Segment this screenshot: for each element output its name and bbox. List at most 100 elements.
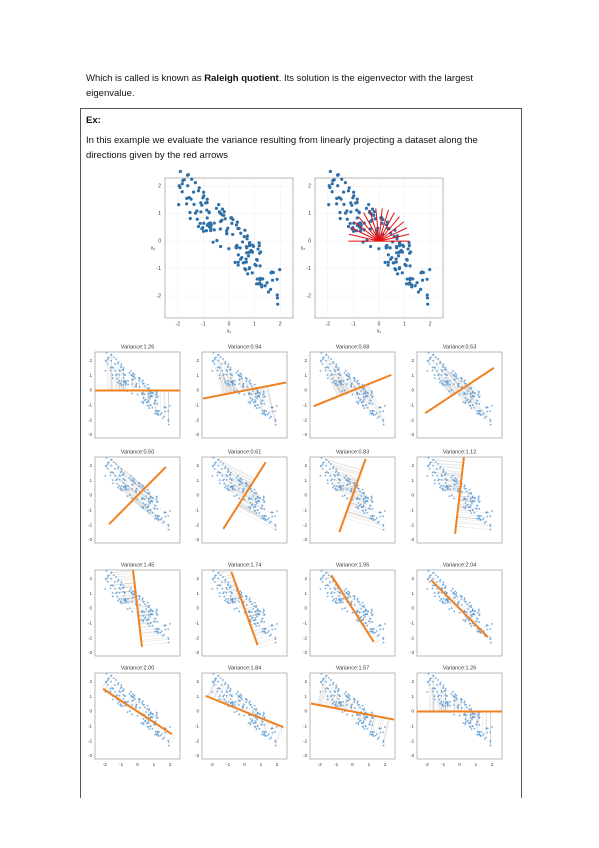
- point: [396, 254, 401, 258]
- point: [433, 374, 436, 376]
- point: [120, 597, 123, 600]
- point: [440, 701, 443, 703]
- point: [432, 674, 435, 677]
- point: [453, 383, 455, 385]
- point: [234, 246, 238, 250]
- x-tick-label: 0: [378, 321, 381, 327]
- y-axis-label: x₂: [301, 245, 306, 251]
- projection-line: [366, 384, 384, 420]
- projection-line: [244, 702, 250, 712]
- panel-title: Variance:1.84: [228, 665, 262, 671]
- point: [346, 610, 349, 613]
- point: [230, 479, 233, 482]
- point: [428, 683, 431, 686]
- projection-line: [111, 570, 134, 574]
- point: [325, 577, 328, 580]
- y-tick-label: -2: [410, 738, 414, 743]
- point: [485, 511, 488, 514]
- projection-line: [347, 509, 371, 517]
- point: [361, 704, 364, 707]
- y-tick-label: -1: [195, 403, 199, 408]
- y-tick-label: -1: [303, 621, 307, 626]
- point: [147, 505, 150, 508]
- point: [233, 260, 237, 264]
- x-tick-label: 1: [253, 321, 256, 327]
- point: [382, 638, 385, 641]
- point: [252, 722, 255, 725]
- point: [442, 489, 445, 492]
- projection-line: [109, 682, 119, 694]
- projection-line: [245, 494, 259, 502]
- y-tick-label: -2: [195, 522, 199, 527]
- projection-line: [122, 489, 135, 500]
- point: [148, 709, 150, 712]
- point: [258, 281, 262, 285]
- projection-line: [244, 495, 256, 502]
- point: [419, 287, 423, 291]
- point: [268, 635, 271, 637]
- point: [223, 595, 226, 598]
- point: [158, 731, 160, 733]
- y-tick-label: -3: [303, 650, 307, 655]
- point: [217, 458, 220, 461]
- point: [157, 518, 160, 521]
- projection-line: [331, 479, 356, 487]
- point: [239, 696, 242, 699]
- projection-line: [257, 387, 264, 414]
- y-tick-label: -2: [303, 522, 307, 527]
- panel-title: Variance:0.61: [228, 449, 262, 455]
- point: [328, 468, 331, 470]
- projection-line: [225, 361, 233, 393]
- projection-line: [262, 720, 269, 733]
- point: [270, 415, 272, 418]
- y-tick-label: -2: [303, 417, 307, 422]
- point: [361, 488, 364, 491]
- point: [428, 268, 432, 272]
- point: [489, 525, 492, 528]
- point: [429, 356, 431, 359]
- point: [355, 506, 358, 508]
- projection-line: [267, 386, 276, 422]
- projection-line: [325, 696, 328, 707]
- panel-title: Variance:1.57: [336, 665, 370, 671]
- point: [451, 690, 454, 693]
- point: [367, 202, 371, 207]
- point: [261, 628, 264, 630]
- point: [254, 400, 257, 403]
- point: [120, 468, 123, 471]
- point: [265, 628, 267, 630]
- point: [232, 381, 235, 383]
- point: [249, 506, 252, 508]
- projection-line: [261, 387, 268, 415]
- point: [350, 490, 352, 493]
- projection-line: [364, 385, 384, 425]
- point: [261, 517, 264, 520]
- projection-line: [447, 383, 456, 394]
- point: [337, 595, 340, 597]
- point: [107, 677, 109, 680]
- point: [347, 372, 350, 375]
- projection-line: [153, 717, 158, 723]
- point: [466, 603, 468, 606]
- point: [200, 227, 204, 231]
- point: [478, 517, 481, 519]
- projection-line: [467, 384, 487, 408]
- point: [147, 392, 150, 395]
- x-tick-label: 1: [403, 321, 406, 327]
- projection-line: [374, 637, 384, 643]
- projection-line: [458, 391, 470, 406]
- projection-line: [341, 701, 344, 710]
- point: [431, 471, 434, 474]
- point: [473, 716, 476, 719]
- projection-line: [107, 579, 135, 583]
- point: [464, 402, 467, 405]
- point: [256, 609, 259, 612]
- point: [115, 463, 117, 465]
- point: [234, 379, 236, 382]
- point: [244, 244, 249, 249]
- point: [227, 484, 230, 487]
- point: [437, 576, 439, 578]
- point: [270, 736, 272, 739]
- point: [163, 511, 166, 514]
- point: [146, 601, 149, 604]
